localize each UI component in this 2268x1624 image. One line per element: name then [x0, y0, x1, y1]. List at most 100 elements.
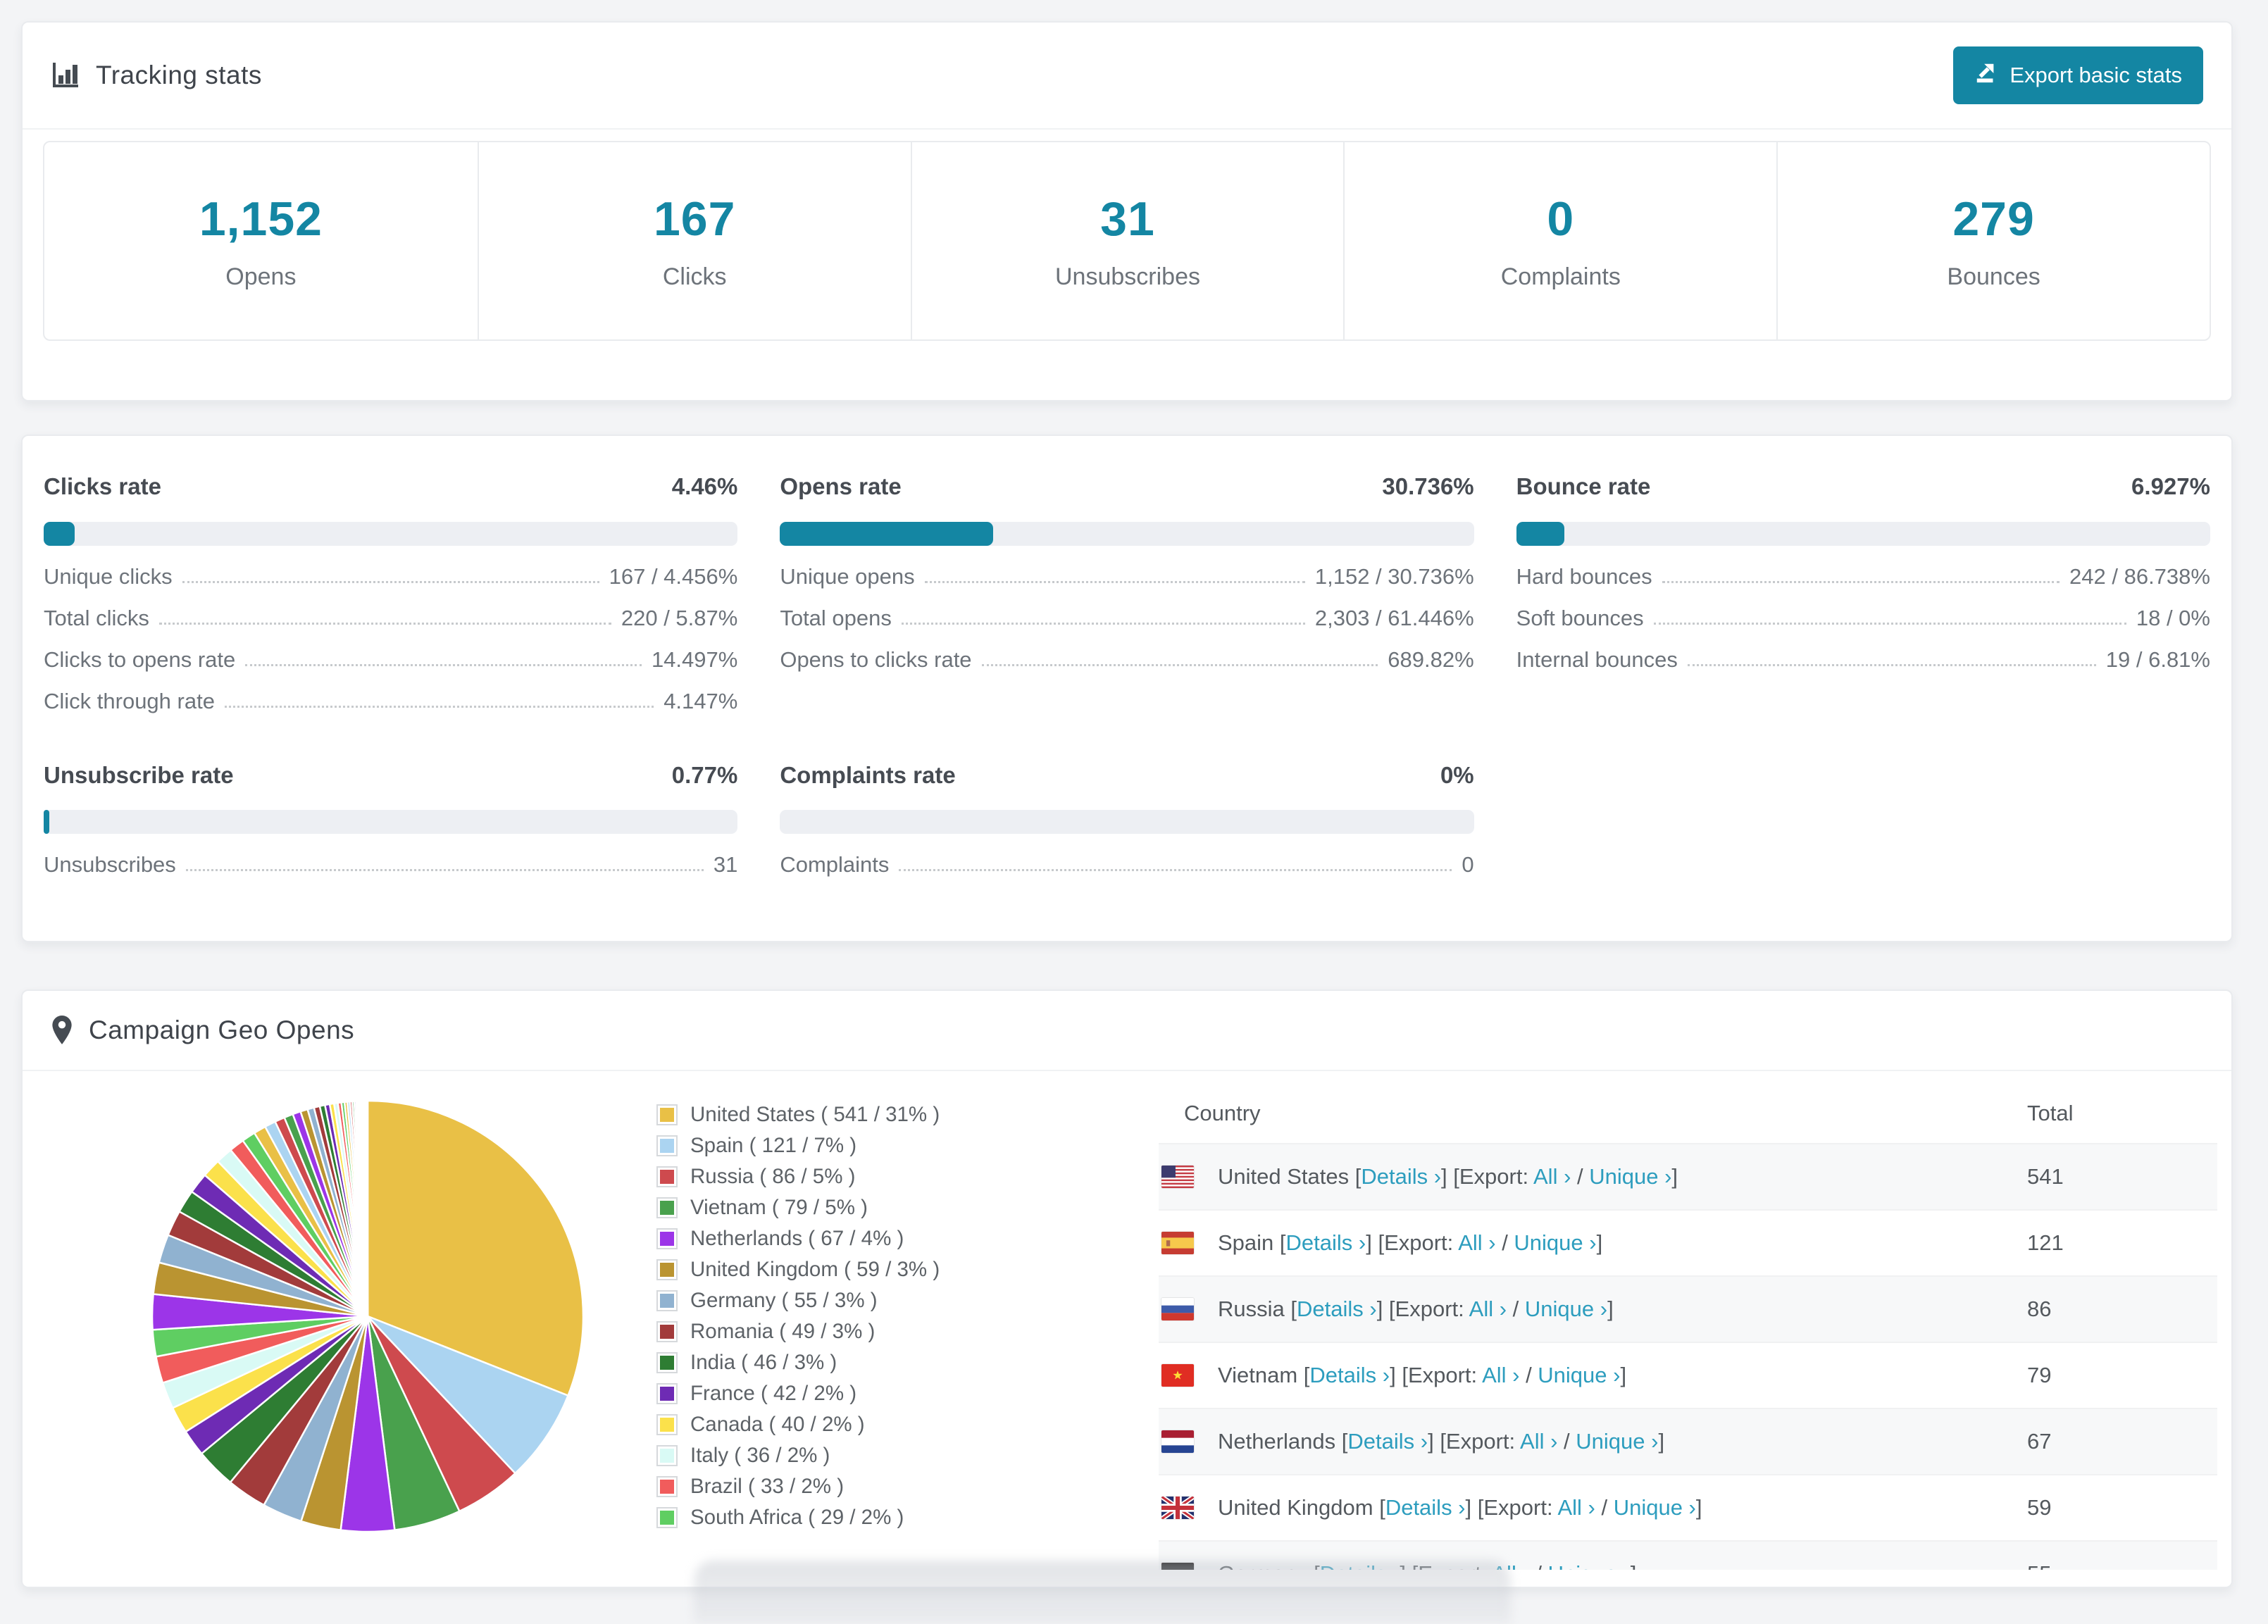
export-all-link[interactable]: All › [1520, 1429, 1558, 1454]
summary-stat-label: Unsubscribes [1055, 263, 1200, 290]
export-unique-link[interactable]: Unique › [1514, 1230, 1597, 1255]
rate-detail-row: Internal bounces 19 / 6.81% [1516, 649, 2210, 670]
export-basic-stats-button[interactable]: Export basic stats [1953, 46, 2203, 104]
details-link[interactable]: Details › [1385, 1495, 1466, 1520]
country-total: 59 [2027, 1495, 2052, 1520]
country-name: United States [1218, 1164, 1350, 1189]
export-all-link[interactable]: All › [1533, 1164, 1571, 1189]
rate-progress-fill [1516, 521, 1564, 546]
export-unique-link[interactable]: Unique › [1576, 1429, 1659, 1454]
details-link[interactable]: Details › [1309, 1363, 1390, 1387]
export-all-link[interactable]: All › [1469, 1297, 1507, 1321]
summary-stat-cell: 279 Bounces [1776, 142, 2210, 339]
rate-detail-value: 19 / 6.81% [2105, 647, 2210, 672]
rate-detail-label: Total opens [780, 605, 892, 630]
details-link[interactable]: Details › [1347, 1429, 1428, 1454]
export-unique-link[interactable]: Unique › [1589, 1164, 1672, 1189]
rate-title: Complaints rate [780, 761, 956, 788]
country-name: Netherlands [1218, 1429, 1336, 1454]
rate-detail-row: Total clicks 220 / 5.87% [44, 607, 737, 629]
summary-stat-value: 1,152 [199, 192, 323, 246]
map-pin-icon [51, 1015, 73, 1046]
geo-pie-chart[interactable] [51, 1078, 656, 1570]
dotted-leader [1662, 580, 2060, 583]
country-total: 55 [2027, 1561, 2217, 1570]
legend-label: France ( 42 / 2% ) [690, 1382, 857, 1405]
summary-stat-value: 0 [1547, 192, 1575, 246]
export-unique-link[interactable]: Unique › [1538, 1363, 1621, 1387]
country-total: 79 [2027, 1363, 2052, 1387]
rate-progress-bar [44, 810, 738, 835]
legend-label: South Africa ( 29 / 2% ) [690, 1506, 904, 1529]
dotted-leader [185, 869, 704, 872]
legend-item[interactable]: Vietnam ( 79 / 5% ) [656, 1192, 1072, 1223]
export-all-link[interactable]: All › [1482, 1363, 1520, 1387]
export-unique-link[interactable]: Unique › [1613, 1495, 1696, 1520]
rate-value: 0.77% [671, 761, 738, 788]
legend-label: Brazil ( 33 / 2% ) [690, 1475, 845, 1498]
export-unique-link[interactable]: Unique › [1548, 1561, 1631, 1570]
rate-detail-label: Internal bounces [1516, 647, 1678, 672]
details-link[interactable]: Details › [1361, 1164, 1442, 1189]
rate-detail-value: 18 / 0% [2136, 605, 2210, 630]
dotted-leader [158, 622, 611, 625]
legend-item[interactable]: Brazil ( 33 / 2% ) [656, 1471, 1072, 1502]
rate-detail-label: Opens to clicks rate [780, 647, 972, 672]
geo-table-rows: United States [Details ›] [Export: All ›… [1159, 1143, 2217, 1570]
rate-detail-row: Unique clicks 167 / 4.456% [44, 566, 737, 587]
rate-title: Unsubscribe rate [44, 761, 234, 788]
details-link[interactable]: Details › [1297, 1297, 1377, 1321]
dotted-leader [1653, 622, 2126, 625]
details-link[interactable]: Details › [1285, 1230, 1366, 1255]
rate-section: Complaints rate 0% Complaints 0 [780, 761, 1474, 875]
rate-detail-label: Unsubscribes [44, 852, 176, 877]
dotted-leader [924, 580, 1305, 583]
export-button-label: Export basic stats [2010, 63, 2182, 87]
legend-item[interactable]: Spain ( 121 / 7% ) [656, 1130, 1072, 1161]
summary-stat-value: 31 [1100, 192, 1155, 246]
legend-swatch [656, 1259, 678, 1280]
legend-item[interactable]: United Kingdom ( 59 / 3% ) [656, 1254, 1072, 1285]
rate-detail-value: 14.497% [651, 647, 738, 672]
rate-progress-bar [1516, 521, 2210, 546]
summary-stat-label: Complaints [1500, 263, 1621, 290]
dotted-leader [224, 705, 654, 708]
legend-item[interactable]: South Africa ( 29 / 2% ) [656, 1502, 1072, 1533]
country-flag-icon [1161, 1232, 1194, 1254]
rate-section: Unsubscribe rate 0.77% Unsubscribes 31 [44, 761, 738, 875]
legend-item[interactable]: Russia ( 86 / 5% ) [656, 1161, 1072, 1192]
legend-item[interactable]: Italy ( 36 / 2% ) [656, 1440, 1072, 1471]
legend-item[interactable]: Romania ( 49 / 3% ) [656, 1316, 1072, 1347]
legend-item[interactable]: United States ( 541 / 31% ) [656, 1099, 1072, 1130]
rate-detail-value: 4.147% [663, 688, 738, 713]
blurred-overlay [694, 1561, 1511, 1624]
legend-item[interactable]: India ( 46 / 3% ) [656, 1347, 1072, 1378]
rate-detail-label: Total clicks [44, 605, 149, 630]
country-total: 67 [2027, 1429, 2052, 1454]
country-flag-icon [1161, 1298, 1194, 1320]
summary-stat-label: Clicks [662, 263, 727, 290]
geo-table: Country Total United States [Details ›] … [1159, 1084, 2217, 1570]
legend-item[interactable]: France ( 42 / 2% ) [656, 1378, 1072, 1409]
rate-value: 6.927% [2131, 473, 2210, 499]
rate-detail-row: Unsubscribes 31 [44, 854, 737, 875]
legend-item[interactable]: Germany ( 55 / 3% ) [656, 1285, 1072, 1316]
geo-table-row: United States [Details ›] [Export: All ›… [1159, 1143, 2217, 1209]
rate-value: 0% [1440, 761, 1474, 788]
country-total: 86 [2027, 1297, 2052, 1321]
rate-progress-bar [44, 521, 738, 546]
export-all-link[interactable]: All › [1458, 1230, 1496, 1255]
export-unique-link[interactable]: Unique › [1524, 1297, 1608, 1321]
legend-label: Netherlands ( 67 / 4% ) [690, 1227, 904, 1250]
legend-swatch [656, 1135, 678, 1156]
legend-item[interactable]: Netherlands ( 67 / 4% ) [656, 1223, 1072, 1254]
export-all-link[interactable]: All › [1557, 1495, 1595, 1520]
rate-section: Opens rate 30.736% Unique opens 1,152 / … [780, 473, 1474, 712]
legend-label: Germany ( 55 / 3% ) [690, 1289, 878, 1312]
rate-detail-row: Hard bounces 242 / 86.738% [1516, 566, 2210, 587]
summary-stats: 1,152 Opens 167 Clicks 31 Unsubscribes 0… [43, 141, 2211, 341]
country-name: Russia [1218, 1297, 1285, 1321]
legend-label: India ( 46 / 3% ) [690, 1351, 837, 1374]
legend-item[interactable]: Canada ( 40 / 2% ) [656, 1409, 1072, 1440]
rate-detail-value: 167 / 4.456% [609, 563, 738, 589]
